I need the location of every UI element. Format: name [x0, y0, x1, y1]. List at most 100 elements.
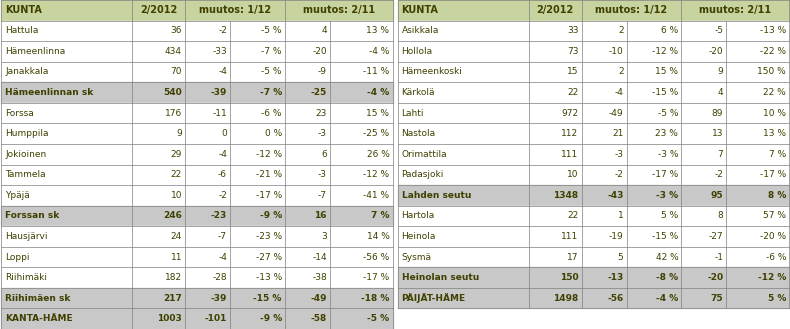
Text: -2: -2 [714, 170, 724, 179]
Bar [1, 62, 393, 82]
Text: 23: 23 [315, 109, 327, 117]
Bar [397, 82, 789, 103]
Text: 2: 2 [618, 67, 623, 76]
Text: 23 %: 23 % [656, 129, 679, 138]
Text: -15 %: -15 % [652, 232, 679, 241]
Text: -15 %: -15 % [254, 294, 282, 303]
Bar [397, 226, 789, 247]
Text: muutos: 1/12: muutos: 1/12 [596, 5, 668, 15]
Text: -20: -20 [312, 47, 327, 56]
Text: 89: 89 [712, 109, 724, 117]
Text: -56: -56 [608, 294, 623, 303]
Text: 22: 22 [567, 88, 578, 97]
Text: -28: -28 [213, 273, 227, 282]
Text: KANTA-HÄME: KANTA-HÄME [5, 314, 73, 323]
Text: 57 %: 57 % [763, 212, 786, 220]
Bar [397, 62, 789, 82]
Text: -8 %: -8 % [656, 273, 679, 282]
Text: -4 %: -4 % [369, 47, 389, 56]
Text: 150: 150 [560, 273, 578, 282]
Text: -18 %: -18 % [361, 294, 389, 303]
Text: 42 %: 42 % [656, 253, 679, 262]
Bar [397, 103, 789, 123]
Text: -23: -23 [211, 212, 227, 220]
Text: Orimattila: Orimattila [401, 150, 447, 159]
Text: Janakkala: Janakkala [5, 67, 48, 76]
Text: -11: -11 [213, 109, 227, 117]
Text: -2: -2 [218, 191, 227, 200]
Text: -7: -7 [218, 232, 227, 241]
Text: 9: 9 [176, 129, 182, 138]
Bar [1, 20, 393, 41]
Text: Forssa: Forssa [5, 109, 34, 117]
Text: -27: -27 [709, 232, 724, 241]
Text: 176: 176 [165, 109, 182, 117]
Text: -58: -58 [310, 314, 327, 323]
Text: 33: 33 [567, 26, 578, 35]
Text: 150 %: 150 % [758, 67, 786, 76]
Text: -22 %: -22 % [760, 47, 786, 56]
Text: 972: 972 [562, 109, 578, 117]
Text: -3 %: -3 % [658, 150, 679, 159]
Text: 15: 15 [567, 67, 578, 76]
Text: 246: 246 [163, 212, 182, 220]
Bar [397, 267, 789, 288]
Text: Padasjoki: Padasjoki [401, 170, 444, 179]
Text: -12 %: -12 % [653, 47, 679, 56]
Text: -15 %: -15 % [652, 88, 679, 97]
Text: -7 %: -7 % [260, 88, 282, 97]
Bar [1, 185, 393, 206]
Text: 2/2012: 2/2012 [140, 5, 177, 15]
Text: -19: -19 [609, 232, 623, 241]
Text: 2: 2 [618, 26, 623, 35]
Text: 15 %: 15 % [656, 67, 679, 76]
Text: muutos: 2/11: muutos: 2/11 [699, 5, 771, 15]
Text: -49: -49 [609, 109, 623, 117]
Text: 5: 5 [618, 253, 623, 262]
Bar [1, 164, 393, 185]
Bar [397, 164, 789, 185]
Text: -5 %: -5 % [261, 67, 282, 76]
Bar [397, 20, 789, 41]
Text: Ypäjä: Ypäjä [5, 191, 30, 200]
Bar [1, 103, 393, 123]
Text: -25 %: -25 % [363, 129, 389, 138]
Text: -101: -101 [205, 314, 227, 323]
Text: 24: 24 [171, 232, 182, 241]
Text: -5: -5 [714, 26, 724, 35]
Text: Heinola: Heinola [401, 232, 436, 241]
Text: 7: 7 [717, 150, 724, 159]
Text: -21 %: -21 % [256, 170, 282, 179]
Text: muutos: 2/11: muutos: 2/11 [303, 5, 374, 15]
Text: 13 %: 13 % [367, 26, 389, 35]
Bar [397, 41, 789, 62]
Bar [397, 185, 789, 206]
Text: -9 %: -9 % [260, 212, 282, 220]
Text: 112: 112 [562, 129, 578, 138]
Text: 22: 22 [171, 170, 182, 179]
Text: 22 %: 22 % [763, 88, 786, 97]
Text: 434: 434 [165, 47, 182, 56]
Text: -12 %: -12 % [256, 150, 282, 159]
Text: Riihimäki: Riihimäki [5, 273, 47, 282]
Text: 21: 21 [612, 129, 623, 138]
Text: 4: 4 [718, 88, 724, 97]
Text: Hartola: Hartola [401, 212, 434, 220]
Bar [1, 144, 393, 164]
Text: -3: -3 [615, 150, 623, 159]
Text: -5 %: -5 % [367, 314, 389, 323]
Text: -56 %: -56 % [363, 253, 389, 262]
Text: 7 %: 7 % [371, 212, 389, 220]
Text: -4 %: -4 % [367, 88, 389, 97]
Text: 10 %: 10 % [763, 109, 786, 117]
Text: 13: 13 [712, 129, 724, 138]
Text: -2: -2 [218, 26, 227, 35]
Bar [397, 206, 789, 226]
Text: -23 %: -23 % [256, 232, 282, 241]
Text: -14: -14 [312, 253, 327, 262]
Bar [1, 41, 393, 62]
Text: 10: 10 [567, 170, 578, 179]
Text: -33: -33 [213, 47, 227, 56]
Text: -12 %: -12 % [363, 170, 389, 179]
Text: 540: 540 [164, 88, 182, 97]
